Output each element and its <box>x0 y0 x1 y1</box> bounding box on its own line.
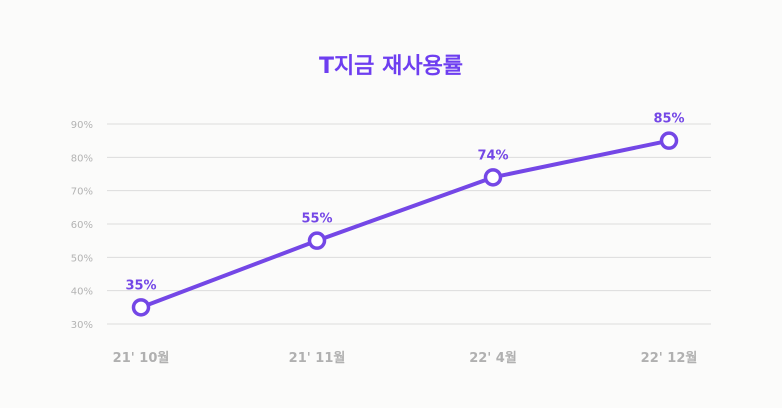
x-tick-label: 22' 4월 <box>469 350 517 366</box>
x-axis-ticks: 21' 10월 21' 11월 22' 4월 22' 12월 <box>113 350 698 366</box>
x-tick-label: 21' 10월 <box>113 350 170 366</box>
y-tick-label: 30% <box>71 320 93 331</box>
data-value-label: 35% <box>125 278 156 293</box>
data-point-marker <box>483 168 503 187</box>
y-tick-label: 70% <box>71 187 93 198</box>
y-tick-label: 40% <box>71 287 93 298</box>
data-point-marker <box>131 298 151 317</box>
series-line <box>139 138 671 310</box>
y-tick-label: 50% <box>71 253 93 264</box>
data-labels: 35% 55% 74% 85% <box>125 112 684 294</box>
x-tick-label: 22' 12월 <box>641 350 698 366</box>
data-point-marker <box>307 231 327 250</box>
y-tick-label: 80% <box>71 153 93 164</box>
data-value-label: 85% <box>653 112 684 127</box>
data-point-marker <box>659 131 679 150</box>
y-tick-label: 90% <box>71 120 93 131</box>
y-tick-label: 60% <box>71 220 93 231</box>
data-value-label: 55% <box>301 212 332 227</box>
data-value-label: 74% <box>477 148 508 163</box>
x-tick-label: 21' 11월 <box>289 350 346 366</box>
gridlines <box>107 123 711 325</box>
y-axis-ticks: 30% 40% 50% 60% 70% 80% 90% <box>71 120 93 331</box>
chart-title: T지금 재사용률 <box>318 54 464 79</box>
data-points <box>131 131 679 317</box>
